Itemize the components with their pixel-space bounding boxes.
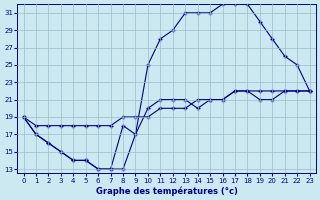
X-axis label: Graphe des températures (°c): Graphe des températures (°c) xyxy=(96,186,237,196)
